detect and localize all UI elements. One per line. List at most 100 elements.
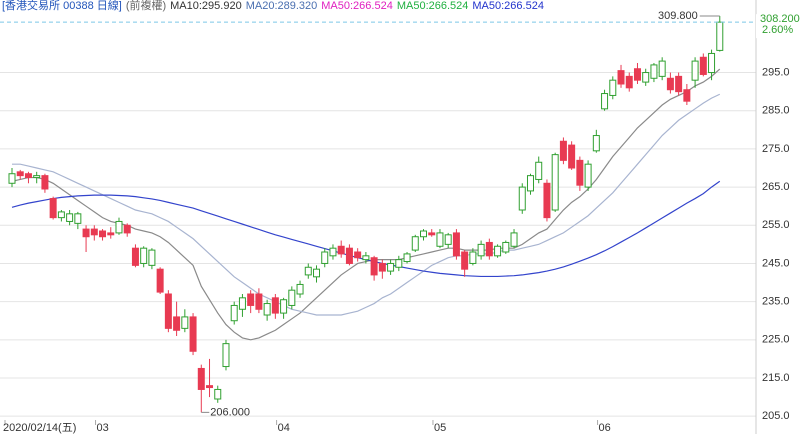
candle-body <box>584 163 592 188</box>
candle-body <box>214 388 222 400</box>
candle-body <box>90 228 98 236</box>
candle-body <box>362 255 370 261</box>
candle-body <box>420 230 427 238</box>
candle-body <box>535 161 543 180</box>
candle-body <box>107 232 115 236</box>
indicator: MA50:266.524 <box>396 0 469 12</box>
candle-body <box>699 56 707 75</box>
candle-body <box>41 175 49 190</box>
candle-body <box>304 266 312 276</box>
candle-body <box>8 173 16 184</box>
indicator: MA20:289.320 <box>245 0 318 12</box>
candle-body <box>370 257 378 276</box>
candle-body <box>189 316 197 352</box>
ma-line <box>12 93 721 316</box>
candle-body <box>337 245 345 255</box>
candle-body <box>140 247 148 264</box>
candle-body <box>526 175 534 192</box>
x-tick-label: 03 <box>97 422 109 434</box>
candle-body <box>576 159 584 186</box>
candle-body <box>477 243 485 257</box>
candle-body <box>181 316 189 329</box>
candle-body <box>510 232 518 247</box>
candle-body <box>609 79 617 96</box>
candle-body <box>263 303 271 316</box>
candle-body <box>395 259 403 268</box>
candle-body <box>255 293 263 310</box>
indicator: MA50:266.524 <box>472 0 544 12</box>
candle-body <box>354 251 362 259</box>
y-tick-label: 225.0 <box>762 334 790 346</box>
candle-body <box>494 245 502 257</box>
y-tick-label: 205.0 <box>762 410 790 422</box>
candle-body <box>206 385 214 389</box>
candle-body <box>321 251 329 264</box>
candle-body <box>24 173 32 179</box>
y-tick-label: 245.0 <box>762 257 790 269</box>
header-adjust: (前複權) <box>125 0 167 12</box>
candle-body <box>387 262 395 272</box>
candle-body <box>74 213 82 224</box>
last-price-box <box>756 14 800 39</box>
candle-body <box>288 289 296 306</box>
y-tick-label: 215.0 <box>762 372 790 384</box>
candle-body <box>601 93 609 110</box>
candle-body <box>66 213 74 222</box>
candle-body <box>633 68 641 81</box>
candle-body <box>559 140 567 161</box>
candle-body <box>403 253 411 263</box>
y-tick-label: 235.0 <box>762 296 790 308</box>
candle-body <box>428 232 436 236</box>
candle-body <box>131 247 139 266</box>
candle-body <box>568 144 576 169</box>
candle-body <box>378 262 386 272</box>
x-tick-label: 2020/02/14(五) <box>3 422 76 434</box>
change-label: 2.60% <box>762 24 793 36</box>
candle-body <box>82 228 90 238</box>
candle-body <box>485 241 493 257</box>
candle-body <box>716 21 724 51</box>
candle-body <box>271 297 279 314</box>
header-title: [香港交易所 00388 日線] <box>2 0 122 12</box>
x-tick-label: 04 <box>278 422 290 434</box>
indicator-list: MA10:295.920 MA20:289.320 MA50:266.524 MA50… <box>170 0 548 12</box>
x-tick-label: 06 <box>599 422 611 434</box>
candle-body <box>345 247 353 264</box>
header: [香港交易所 00388 日線] (前複權) MA10:295.920 MA20:28… <box>2 0 552 13</box>
candle-body <box>543 182 551 219</box>
candle-body <box>411 236 419 251</box>
candle-body <box>617 70 625 85</box>
candle-body <box>666 77 674 91</box>
candle-body <box>452 232 460 257</box>
candle-body <box>164 293 172 329</box>
candle-body <box>16 171 24 177</box>
candle-body <box>33 175 41 179</box>
candle-body <box>329 247 337 257</box>
candle-body <box>280 299 288 314</box>
indicator: MA50:266.524 <box>321 0 393 12</box>
candle-body <box>658 60 666 77</box>
candle-body <box>461 251 469 270</box>
candle-body <box>444 234 452 245</box>
candle-body <box>708 52 716 74</box>
candle-body <box>625 75 633 89</box>
candle-body <box>650 64 658 79</box>
y-tick-label: 275.0 <box>762 143 790 155</box>
candle-body <box>148 249 156 266</box>
candle-body <box>156 268 164 293</box>
candle-body <box>592 135 600 152</box>
candle-body <box>502 241 510 253</box>
candle-body <box>115 220 123 234</box>
candle-body <box>313 268 321 278</box>
candle-body <box>691 60 699 81</box>
indicator: MA10:295.920 <box>170 0 242 12</box>
candle-body <box>173 316 181 331</box>
candle-body <box>230 304 238 322</box>
candle-body <box>123 224 131 234</box>
candle-body <box>238 297 246 310</box>
candle-body <box>296 283 304 295</box>
candle-body <box>247 293 255 306</box>
x-tick-label: 05 <box>434 422 446 434</box>
